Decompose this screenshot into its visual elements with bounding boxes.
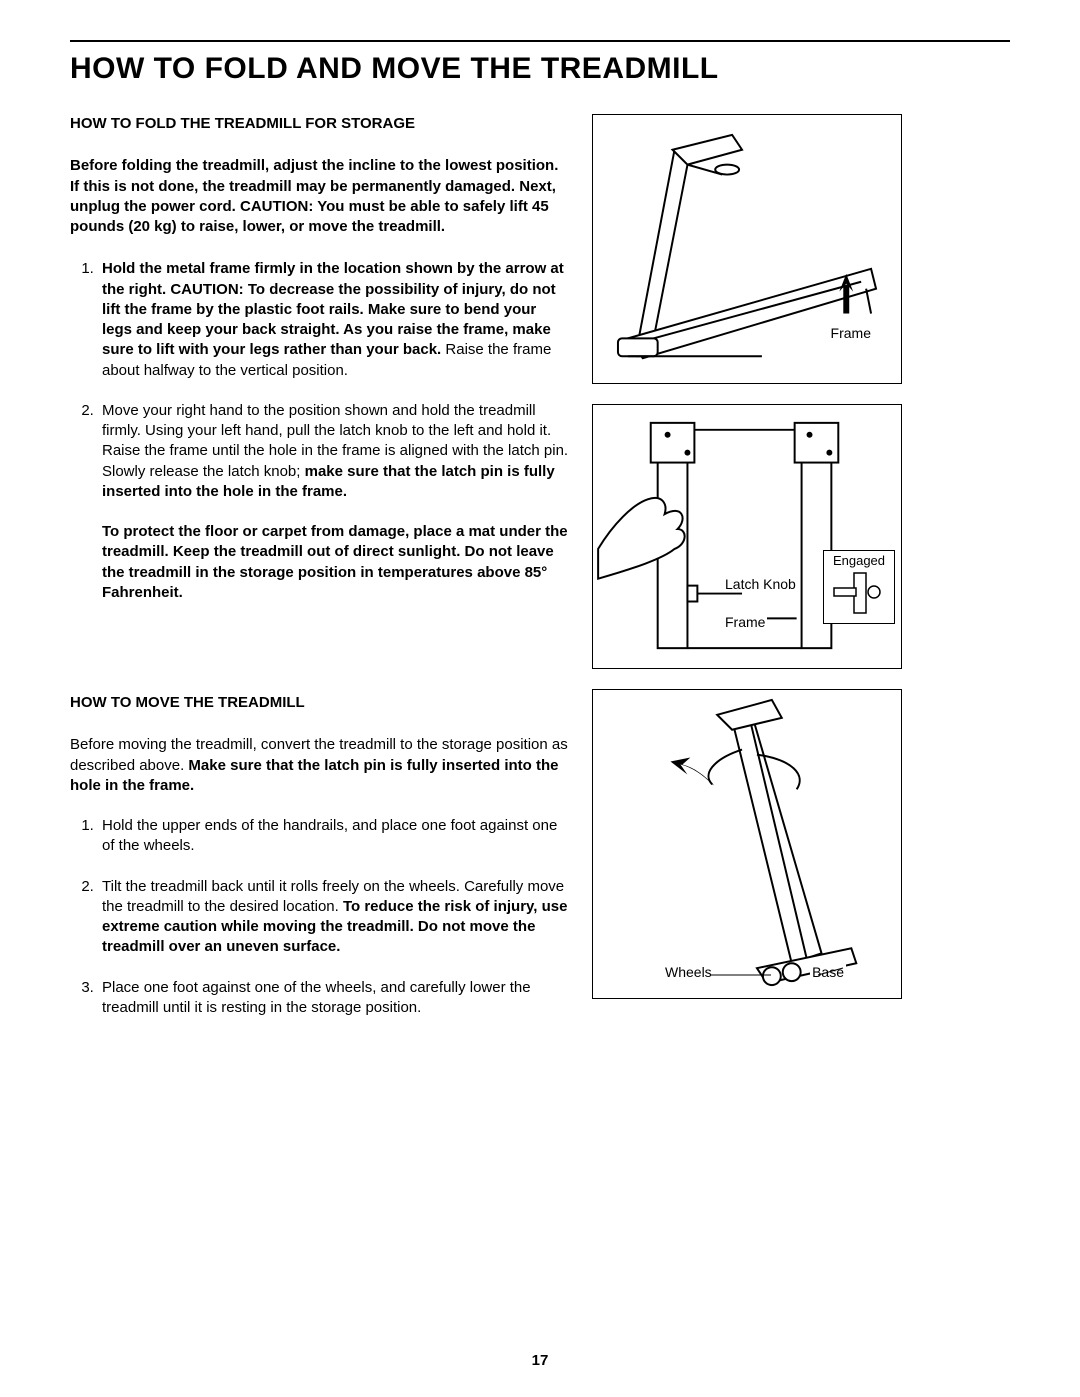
engaged-inset: Engaged	[823, 550, 895, 624]
latch-engaged-icon	[824, 568, 894, 618]
section2-heading: HOW TO MOVE THE TREADMILL	[70, 693, 570, 713]
section1-heading: HOW TO FOLD THE TREADMILL FOR STORAGE	[70, 114, 570, 134]
figure-3: Wheels Base	[592, 689, 902, 999]
figure-2: Engaged Latch Knob Frame	[592, 404, 902, 669]
text-column: HOW TO FOLD THE TREADMILL FOR STORAGE Be…	[70, 114, 570, 1038]
section1-intro: Before folding the treadmill, adjust the…	[70, 156, 570, 237]
top-rule	[70, 40, 1010, 42]
figure-column: Frame	[592, 114, 902, 1038]
step2-note: To protect the floor or carpet from dama…	[102, 522, 570, 603]
spacer	[70, 623, 570, 693]
list-item: Hold the metal frame firmly in the locat…	[98, 259, 570, 381]
figure-1: Frame	[592, 114, 902, 384]
section2-steps: Hold the upper ends of the handrails, an…	[70, 816, 570, 1018]
list-item: Tilt the treadmill back until it rolls f…	[98, 877, 570, 958]
fig2-engaged-label: Engaged	[833, 553, 885, 568]
fig2-frame-label: Frame	[723, 614, 767, 630]
fig3-leaders-icon	[593, 690, 903, 1000]
list-item: Place one foot against one of the wheels…	[98, 978, 570, 1019]
fig1-frame-label: Frame	[829, 325, 873, 341]
page-title: HOW TO FOLD AND MOVE THE TREADMILL	[70, 52, 1010, 86]
manual-page: HOW TO FOLD AND MOVE THE TREADMILL HOW T…	[0, 0, 1080, 1397]
list-item: Move your right hand to the position sho…	[98, 401, 570, 603]
fig2-latch-label: Latch Knob	[723, 577, 798, 592]
page-number: 17	[0, 1352, 1080, 1369]
section1-steps: Hold the metal frame firmly in the locat…	[70, 259, 570, 603]
list-item: Hold the upper ends of the handrails, an…	[98, 816, 570, 857]
treadmill-unfolded-icon	[593, 115, 901, 383]
section2-intro: Before moving the treadmill, convert the…	[70, 735, 570, 796]
content-columns: HOW TO FOLD THE TREADMILL FOR STORAGE Be…	[70, 114, 1010, 1038]
